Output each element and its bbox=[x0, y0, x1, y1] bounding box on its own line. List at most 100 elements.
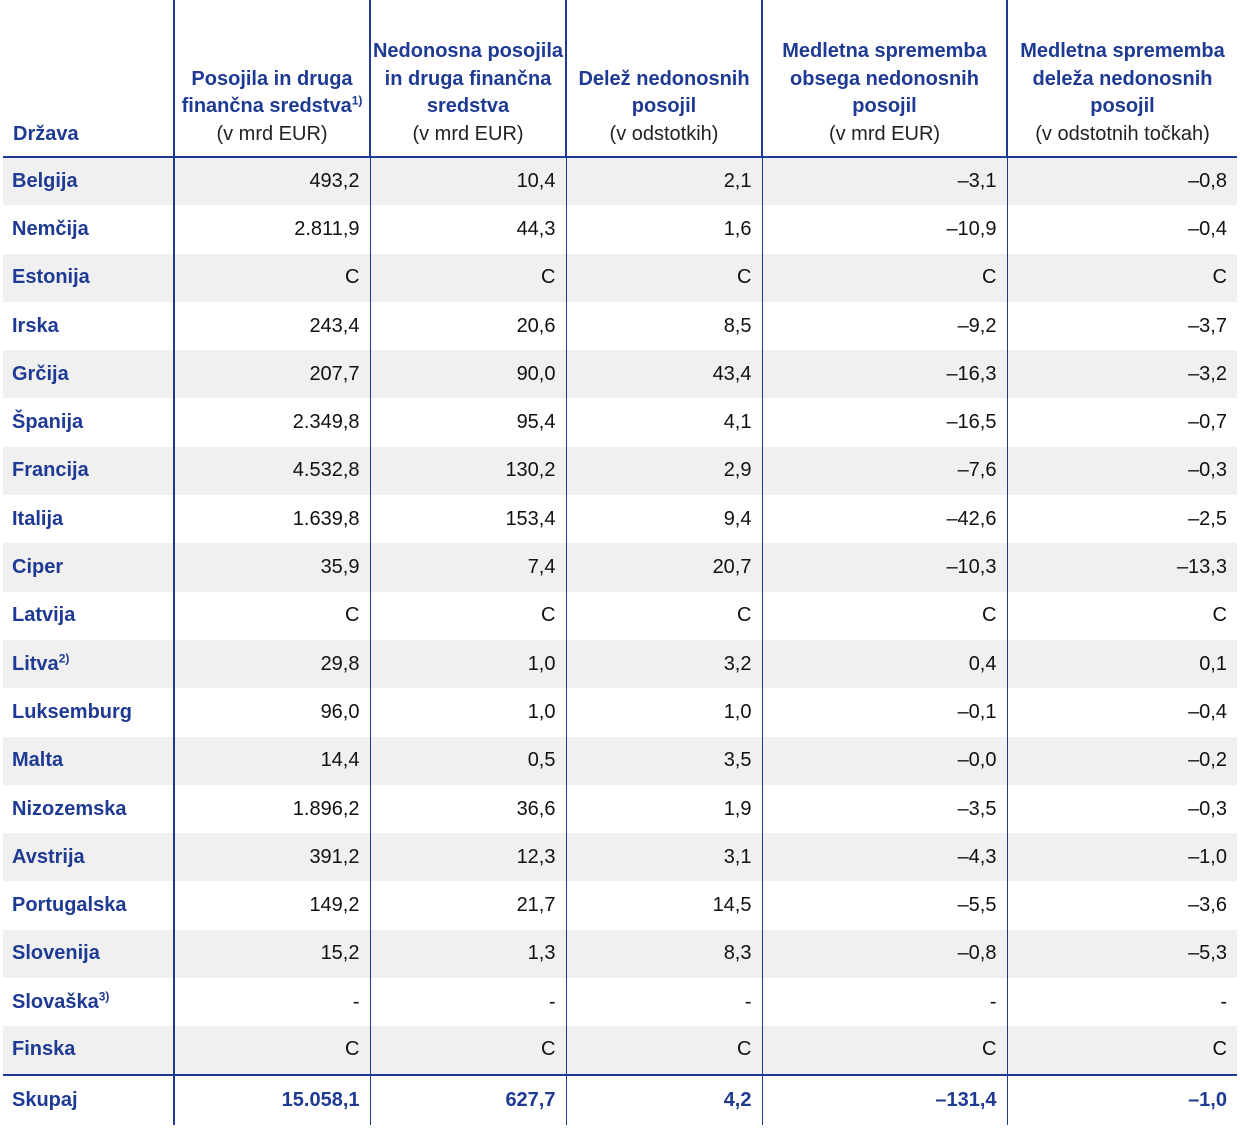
npl-cell: 10,4 bbox=[369, 157, 566, 206]
npl-ratio-cell: 2,1 bbox=[565, 157, 762, 206]
npl-change-cell: –10,3 bbox=[761, 543, 1007, 592]
ratio-change-cell: –3,7 bbox=[1006, 301, 1237, 351]
ratio-change-cell: –13,3 bbox=[1006, 543, 1237, 592]
ratio-change-cell: –0,7 bbox=[1006, 398, 1237, 447]
table-row: Portugalska 149,2 21,7 14,5 –5,5 –3,6 bbox=[3, 881, 1237, 930]
npl-change-cell: –0,0 bbox=[761, 736, 1007, 785]
table-row: Nemčija 2.811,9 44,3 1,6 –10,9 –0,4 bbox=[3, 205, 1237, 254]
table-row: Latvija C C C C C bbox=[3, 591, 1237, 640]
loans-cell: C bbox=[173, 253, 370, 302]
npl-change-cell: –42,6 bbox=[761, 495, 1007, 544]
header-ratio-change-unit: (v odstotnih točkah) bbox=[1035, 122, 1210, 145]
npl-change-cell: –0,8 bbox=[761, 929, 1007, 979]
loans-cell: 391,2 bbox=[173, 833, 370, 882]
header-row: Država Posojila in druga finančna sredst… bbox=[3, 0, 1237, 158]
header-country-label: Država bbox=[13, 122, 79, 145]
npl-cell: C bbox=[369, 253, 566, 302]
ratio-change-cell: –0,4 bbox=[1006, 205, 1237, 254]
npl-change-cell: –5,5 bbox=[761, 881, 1007, 930]
total-row: Skupaj 15.058,1 627,7 4,2 –131,4 –1,0 bbox=[3, 1073, 1237, 1125]
country-name: Grčija bbox=[12, 362, 69, 385]
table-row: Irska 243,4 20,6 8,5 –9,2 –3,7 bbox=[3, 301, 1237, 351]
ratio-change-cell: –2,5 bbox=[1006, 495, 1237, 544]
npl-ratio-cell: 1,6 bbox=[565, 205, 762, 254]
header-npl-ratio: Delež nedonosnih posojil (v odstotkih) bbox=[565, 0, 762, 158]
table-row: Malta 14,4 0,5 3,5 –0,0 –0,2 bbox=[3, 736, 1237, 785]
ratio-change-cell: –1,0 bbox=[1006, 833, 1237, 882]
ratio-change-cell: C bbox=[1006, 253, 1237, 302]
header-ratio-change-title: Medletna sprememba deleža nedonosnih pos… bbox=[1020, 40, 1225, 117]
country-cell: Portugalska bbox=[3, 881, 174, 929]
npl-cell: 1,0 bbox=[369, 688, 566, 737]
npl-change-cell: –3,1 bbox=[761, 157, 1007, 206]
header-npl-change: Medletna sprememba obsega nedonosnih pos… bbox=[761, 0, 1007, 158]
country-name: Ciper bbox=[12, 556, 64, 579]
country-name: Estonija bbox=[12, 266, 90, 289]
country-cell: Italija bbox=[3, 495, 174, 543]
npl-change-cell: 0,4 bbox=[761, 639, 1007, 689]
loans-cell: 14,4 bbox=[173, 736, 370, 785]
npl-cell: 21,7 bbox=[369, 881, 566, 930]
npl-ratio-cell: 4,1 bbox=[565, 398, 762, 447]
table-row: Finska C C C C C bbox=[3, 1026, 1237, 1075]
country-footnote: 3) bbox=[98, 989, 110, 1004]
header-npl-change-unit: (v mrd EUR) bbox=[828, 122, 941, 145]
table-row: Italija 1.639,8 153,4 9,4 –42,6 –2,5 bbox=[3, 495, 1237, 544]
total-loans: 15.058,1 bbox=[173, 1073, 370, 1125]
npl-cell: - bbox=[369, 978, 566, 1027]
table-row: Belgija 493,2 10,4 2,1 –3,1 –0,8 bbox=[3, 157, 1237, 206]
country-name: Francija bbox=[12, 459, 89, 482]
npl-ratio-cell: 8,3 bbox=[565, 929, 762, 979]
npl-cell: 12,3 bbox=[369, 833, 566, 882]
header-npl-unit: (v mrd EUR) bbox=[412, 122, 524, 145]
ratio-change-cell: –3,6 bbox=[1006, 881, 1237, 930]
npl-ratio-cell: C bbox=[565, 591, 762, 640]
npl-change-cell: –4,3 bbox=[761, 833, 1007, 882]
country-cell: Litva2) bbox=[3, 639, 174, 689]
country-name: Belgija bbox=[12, 170, 78, 193]
country-cell: Ciper bbox=[3, 543, 174, 592]
ratio-change-cell: C bbox=[1006, 1026, 1237, 1075]
country-footnote: 2) bbox=[58, 650, 70, 665]
country-cell: Estonija bbox=[3, 253, 174, 302]
country-cell: Španija bbox=[3, 398, 174, 446]
country-name: Finska bbox=[12, 1038, 76, 1061]
ratio-change-cell: C bbox=[1006, 591, 1237, 640]
npl-change-cell: –16,3 bbox=[761, 350, 1007, 399]
loans-cell: 207,7 bbox=[173, 350, 370, 399]
loans-cell: C bbox=[173, 591, 370, 640]
country-cell: Slovenija bbox=[3, 929, 174, 979]
loans-cell: 149,2 bbox=[173, 881, 370, 930]
ratio-change-cell: –0,2 bbox=[1006, 736, 1237, 785]
npl-cell: 95,4 bbox=[369, 398, 566, 447]
table-row: Avstrija 391,2 12,3 3,1 –4,3 –1,0 bbox=[3, 833, 1237, 882]
npl-change-cell: –10,9 bbox=[761, 205, 1007, 254]
country-cell: Irska bbox=[3, 302, 174, 350]
total-npl-change: –131,4 bbox=[761, 1073, 1007, 1125]
country-name: Španija bbox=[12, 411, 84, 434]
npl-cell: 1,3 bbox=[369, 929, 566, 979]
npl-ratio-cell: 3,1 bbox=[565, 833, 762, 882]
loans-cell: 493,2 bbox=[173, 157, 370, 206]
table-row: Nizozemska 1.896,2 36,6 1,9 –3,5 –0,3 bbox=[3, 784, 1237, 834]
table-header: Država Posojila in druga finančna sredst… bbox=[3, 0, 1237, 158]
ratio-change-cell: –3,2 bbox=[1006, 350, 1237, 399]
country-cell: Latvija bbox=[3, 592, 174, 640]
table-row: Ciper 35,9 7,4 20,7 –10,3 –13,3 bbox=[3, 543, 1237, 592]
header-loans-footnote: 1) bbox=[351, 93, 363, 108]
npl-change-cell: - bbox=[761, 978, 1007, 1027]
header-npl-ratio-title: Delež nedonosnih posojil bbox=[578, 67, 750, 118]
country-cell: Francija bbox=[3, 446, 174, 496]
npl-cell: 0,5 bbox=[369, 736, 566, 785]
country-name: Luksemburg bbox=[12, 700, 133, 723]
country-name: Latvija bbox=[12, 604, 76, 627]
npl-cell: 90,0 bbox=[369, 350, 566, 399]
country-name: Irska bbox=[12, 314, 59, 337]
npl-cell: 7,4 bbox=[369, 543, 566, 592]
npl-cell: C bbox=[369, 1026, 566, 1075]
npl-ratio-cell: - bbox=[565, 978, 762, 1027]
npl-change-cell: –16,5 bbox=[761, 398, 1007, 447]
loans-cell: 35,9 bbox=[173, 543, 370, 592]
total-npl: 627,7 bbox=[369, 1073, 566, 1125]
table-row: Francija 4.532,8 130,2 2,9 –7,6 –0,3 bbox=[3, 446, 1237, 496]
